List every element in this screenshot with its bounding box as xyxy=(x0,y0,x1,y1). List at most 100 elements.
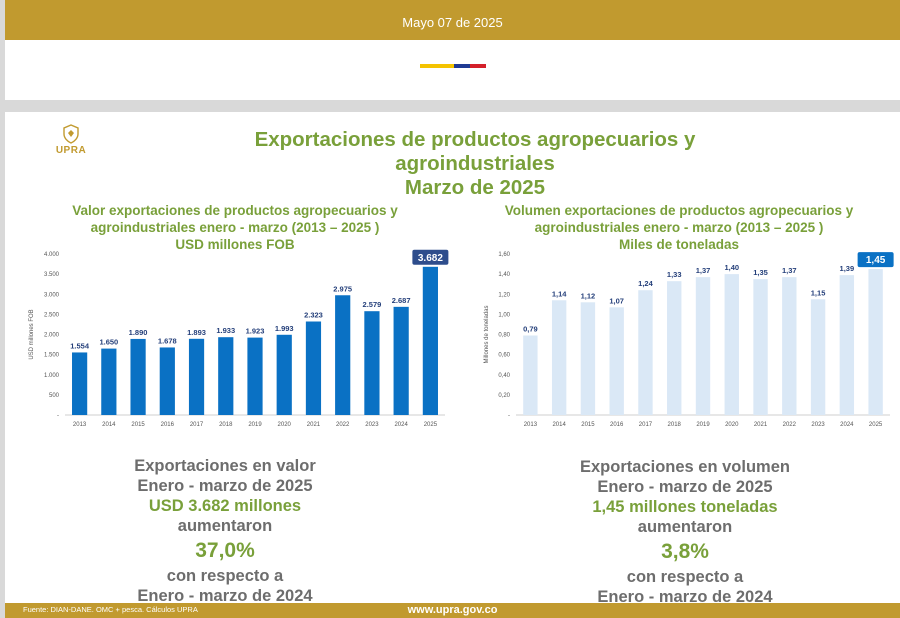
volume-chart-bar xyxy=(580,302,596,415)
volume-chart-title: Volumen exportaciones de productos agrop… xyxy=(469,202,889,253)
value-summary-amount: USD 3.682 millones xyxy=(148,497,302,515)
volume-chart-bar xyxy=(839,275,855,415)
upra-logo: UPRA xyxy=(53,124,89,156)
flag-red-stripe xyxy=(470,64,486,68)
value-chart-y-tick-label: 2.500 xyxy=(44,312,60,318)
volume-chart-y-tick-label: 1,40 xyxy=(498,272,510,278)
volume-chart-bar xyxy=(868,269,883,415)
volume-chart-bar xyxy=(724,274,739,415)
value-chart-title-line-1: Valor exportaciones de productos agropec… xyxy=(72,203,398,218)
volume-summary-line-1: Exportaciones en volumen xyxy=(580,458,790,476)
value-chart-bar xyxy=(247,337,263,415)
volume-chart-data-label: 0,79 xyxy=(523,325,538,334)
value-chart-bar xyxy=(218,337,234,415)
volume-chart-y-axis-label: Millones de toneladas xyxy=(484,305,490,363)
value-chart-y-tick-label: 1.500 xyxy=(44,353,60,359)
value-chart-bar xyxy=(159,347,175,415)
value-chart-title-line-2: agroindustriales enero - marzo (2013 – 2… xyxy=(90,220,380,235)
volume-bar-chart: Millones de toneladas - 0,20 0,40 0,60 0,80 1,… xyxy=(478,246,898,441)
value-chart-title-line-3: USD millones FOB xyxy=(175,237,295,252)
value-summary-line-6: Enero - marzo de 2024 xyxy=(137,587,313,605)
volume-summary-line-2: Enero - marzo de 2025 xyxy=(597,478,773,496)
colombia-flag-stripe xyxy=(420,64,486,68)
volume-chart-bar xyxy=(753,279,768,415)
header-banner xyxy=(5,40,900,100)
volume-summary-line-6: Enero - marzo de 2024 xyxy=(597,588,773,606)
volume-chart-data-label: 1,39 xyxy=(840,264,855,273)
title-line-2: agroindustriales xyxy=(395,152,555,175)
volume-chart-bar xyxy=(609,307,624,415)
value-chart-y-tick-label: 3.000 xyxy=(44,292,60,298)
value-chart-x-tick-label: 2021 xyxy=(307,422,321,428)
value-chart-x-tick-label: 2015 xyxy=(131,422,145,428)
volume-chart-data-label: 1,40 xyxy=(724,263,739,272)
volume-summary-amount: 1,45 millones toneladas xyxy=(592,498,778,516)
value-chart-bar xyxy=(72,352,88,415)
volume-chart-x-tick-label: 2019 xyxy=(696,422,710,428)
value-chart-x-tick-label: 2016 xyxy=(161,422,175,428)
report-date: Mayo 07 de 2025 xyxy=(402,15,503,30)
volume-chart-y-tick-label: 0,80 xyxy=(498,333,510,339)
volume-summary: Exportaciones en volumen Enero - marzo d… xyxy=(525,457,845,607)
value-summary-line-1: Exportaciones en valor xyxy=(134,457,316,475)
volume-summary-line-5: con respecto a xyxy=(626,568,744,586)
volume-chart-data-label: 1,37 xyxy=(696,266,711,275)
volume-chart-data-label: 1,33 xyxy=(667,270,682,279)
value-chart-x-tick-label: 2023 xyxy=(365,422,379,428)
volume-chart-y-tick-label: - xyxy=(508,413,510,419)
volume-chart-title-line-1: Volumen exportaciones de productos agrop… xyxy=(504,203,854,218)
value-chart-bar xyxy=(335,295,351,415)
value-chart-x-tick-label: 2017 xyxy=(190,422,204,428)
value-bar-chart: USD millones FOB - 500 1.000 1.500 2.000 2.500… xyxy=(25,246,455,441)
title-line-3: Marzo de 2025 xyxy=(404,176,546,199)
volume-chart-x-tick-label: 2015 xyxy=(581,422,595,428)
value-chart-data-label: 1.923 xyxy=(246,327,265,336)
volume-chart-x-tick-label: 2020 xyxy=(725,422,739,428)
top-bar: Mayo 07 de 2025 xyxy=(5,0,900,40)
volume-chart-bar xyxy=(638,290,653,415)
flag-blue-stripe xyxy=(454,64,470,68)
value-chart-data-label: 1.933 xyxy=(216,326,235,335)
value-chart-bar xyxy=(364,311,380,415)
value-bar-chart-svg: USD millones FOB - 500 1.000 1.500 2.000 2.500… xyxy=(29,249,449,428)
value-chart-x-tick-label: 2019 xyxy=(248,422,262,428)
value-chart-data-label: 1.893 xyxy=(187,328,206,337)
volume-chart-data-label: 1,15 xyxy=(811,288,826,297)
volume-chart-data-label: 1,07 xyxy=(609,296,624,305)
volume-chart-highlight-badge xyxy=(857,252,894,268)
value-chart-bar xyxy=(101,348,117,415)
volume-chart-x-tick-label: 2025 xyxy=(869,422,883,428)
value-chart-x-tick-label: 2024 xyxy=(394,422,408,428)
volume-chart-bar xyxy=(810,299,826,415)
volume-chart-title-line-2: agroindustriales enero - marzo (2013 – 2… xyxy=(534,220,824,235)
volume-chart-y-tick-label: 1,20 xyxy=(498,292,510,298)
value-chart-title: Valor exportaciones de productos agropec… xyxy=(35,202,435,253)
value-chart-y-tick-label: 2.000 xyxy=(44,333,60,339)
value-summary-line-2: Enero - marzo de 2025 xyxy=(137,477,313,495)
value-chart-y-tick-label: 1.000 xyxy=(44,373,60,379)
volume-chart-x-tick-label: 2017 xyxy=(639,422,653,428)
value-chart-y-tick-label: 4.000 xyxy=(44,252,60,258)
volume-summary-percent: 3,8% xyxy=(661,540,709,563)
value-chart-bar xyxy=(276,334,292,415)
value-chart-bar xyxy=(305,321,322,415)
volume-chart-x-tick-label: 2018 xyxy=(668,422,682,428)
value-summary: Exportaciones en valor Enero - marzo de … xyxy=(65,456,385,606)
value-chart-data-label: 2.975 xyxy=(333,284,352,293)
volume-chart-y-tick-label: 0,40 xyxy=(498,373,510,379)
flag-yellow-stripe xyxy=(420,64,454,68)
page-title: Exportaciones de productos agropecuarios… xyxy=(185,128,765,200)
volume-chart-data-label: 1,24 xyxy=(638,279,653,288)
footer-url[interactable]: www.upra.gov.co xyxy=(407,604,498,616)
value-chart-data-label: 2.579 xyxy=(363,300,382,309)
value-chart-data-label: 1.650 xyxy=(99,338,118,347)
volume-chart-y-tick-label: 1,00 xyxy=(498,312,510,318)
volume-chart-title-line-3: Miles de toneladas xyxy=(618,237,740,252)
value-chart-x-tick-label: 2018 xyxy=(219,422,233,428)
volume-chart-x-tick-label: 2014 xyxy=(552,422,566,428)
volume-chart-y-tick-label: 0,60 xyxy=(498,353,510,359)
value-chart-bar xyxy=(188,338,205,415)
volume-chart-x-tick-label: 2016 xyxy=(610,422,624,428)
footer-source: Fuente: DIAN-DANE. OMC + pesca. Cálculos… xyxy=(23,605,198,614)
volume-chart-bar xyxy=(551,300,567,415)
